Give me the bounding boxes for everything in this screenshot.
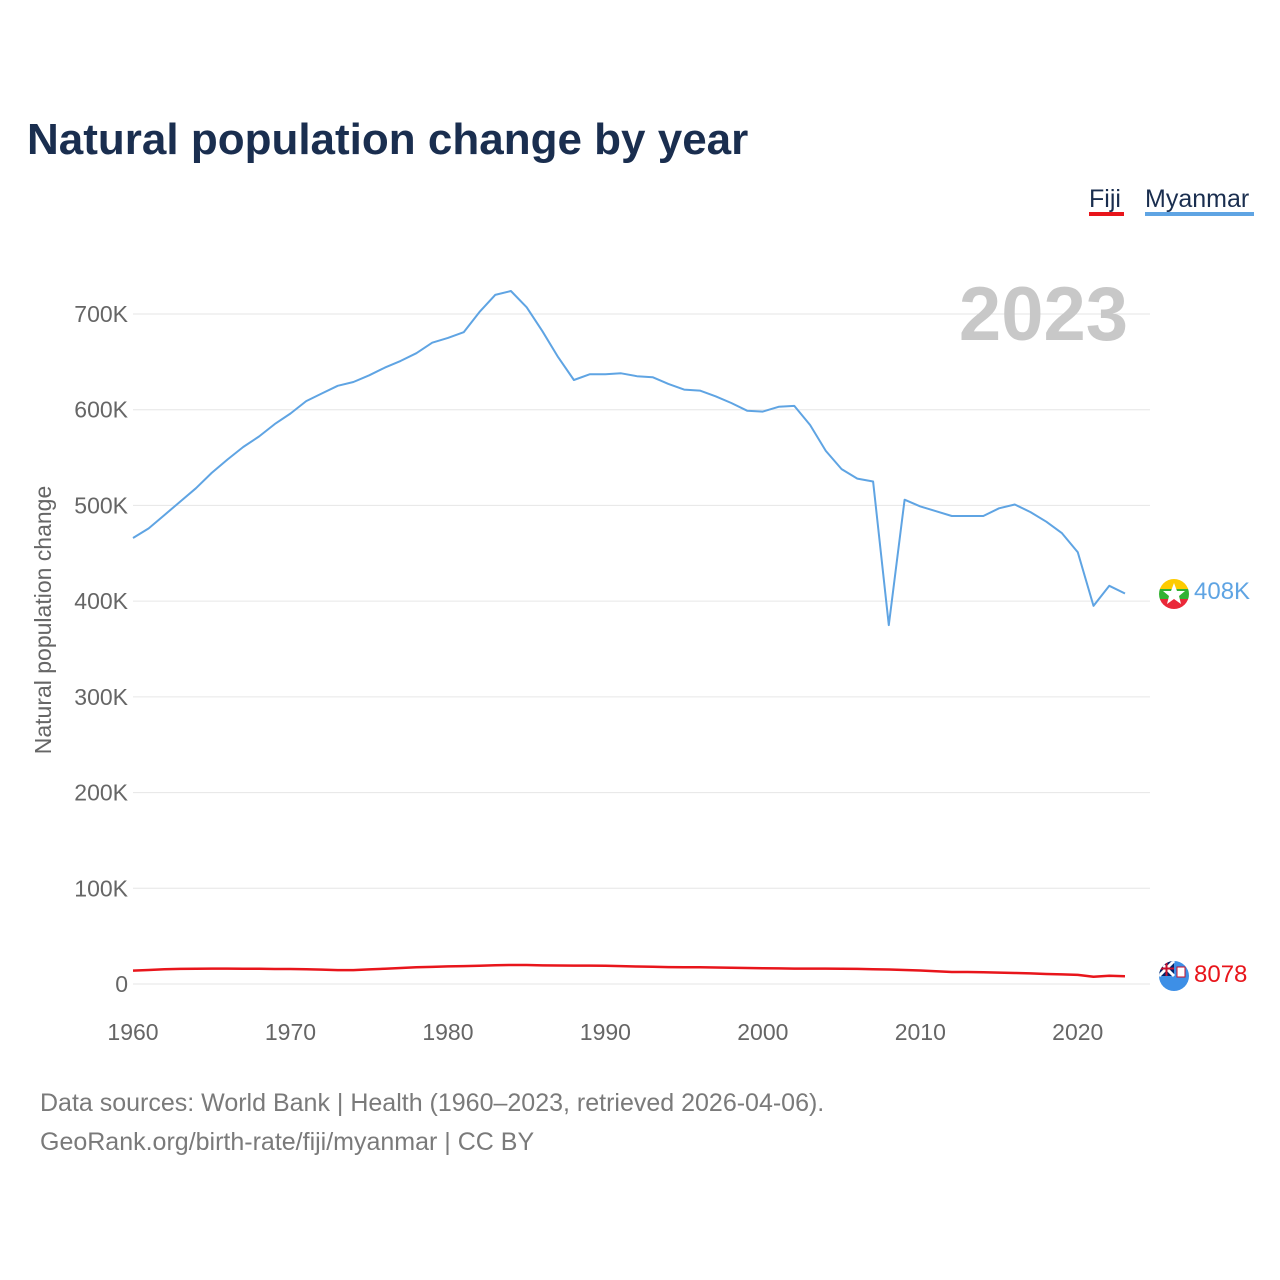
end-label-fiji: 8078 bbox=[1194, 961, 1247, 988]
y-tick-label: 700K bbox=[74, 301, 128, 327]
y-tick-label: 200K bbox=[74, 780, 128, 806]
y-tick-label: 100K bbox=[74, 875, 128, 901]
y-axis-title: Natural population change bbox=[30, 486, 56, 755]
x-tick-label: 2010 bbox=[895, 1019, 946, 1045]
y-tick-label: 300K bbox=[74, 684, 128, 710]
fiji-flag-icon bbox=[1159, 961, 1189, 991]
end-label-myanmar: 408K bbox=[1194, 578, 1250, 605]
legend-swatch-myanmar bbox=[1145, 212, 1254, 216]
series-line-fiji[interactable] bbox=[132, 963, 1126, 978]
myanmar-flag-icon bbox=[1159, 579, 1189, 609]
x-tick-label: 1980 bbox=[422, 1019, 473, 1045]
legend-label-myanmar: Myanmar bbox=[1145, 185, 1249, 213]
chart-title: Natural population change by year bbox=[27, 115, 748, 164]
y-tick-label: 600K bbox=[74, 397, 128, 423]
gridlines bbox=[133, 313, 1150, 985]
credit-link[interactable]: GeoRank.org/birth-rate/fiji/myanmar | CC… bbox=[40, 1128, 534, 1156]
series-lines bbox=[132, 290, 1126, 978]
x-tick-label: 1960 bbox=[107, 1019, 158, 1045]
series-line-myanmar[interactable] bbox=[132, 290, 1126, 627]
current-year-label: 2023 bbox=[959, 272, 1128, 357]
x-tick-label: 1990 bbox=[580, 1019, 631, 1045]
x-tick-label: 2020 bbox=[1052, 1019, 1103, 1045]
x-tick-label: 2000 bbox=[737, 1019, 788, 1045]
legend-swatch-fiji bbox=[1089, 212, 1124, 216]
y-tick-label: 500K bbox=[74, 492, 128, 518]
x-axis-ticks: 1960 1970 1980 1990 2000 2010 2020 bbox=[107, 1019, 1103, 1045]
y-axis-ticks: 0 100K 200K 300K 400K 500K 600K 700K bbox=[74, 301, 128, 997]
legend: Fiji Myanmar bbox=[1089, 185, 1254, 216]
legend-label-fiji: Fiji bbox=[1089, 185, 1121, 213]
x-tick-label: 1970 bbox=[265, 1019, 316, 1045]
legend-item-fiji[interactable]: Fiji bbox=[1089, 185, 1124, 216]
y-tick-label: 0 bbox=[115, 971, 128, 997]
legend-item-myanmar[interactable]: Myanmar bbox=[1145, 185, 1254, 216]
y-tick-label: 400K bbox=[74, 588, 128, 614]
data-source-note: Data sources: World Bank | Health (1960–… bbox=[40, 1089, 824, 1117]
